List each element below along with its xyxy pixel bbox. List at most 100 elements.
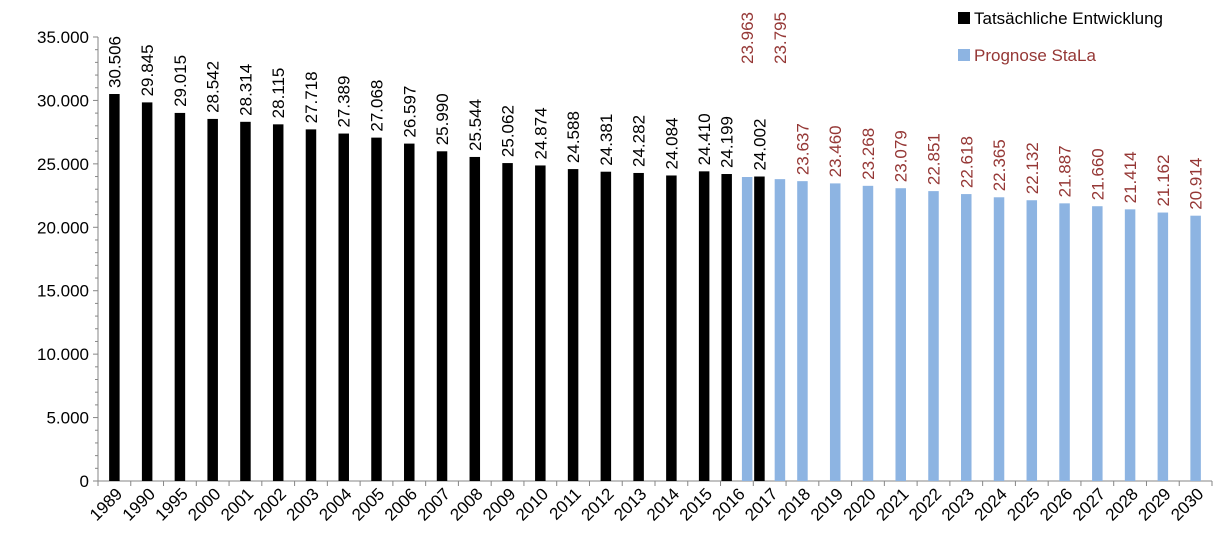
x-tick-label: 2027 [1069,484,1109,524]
x-tick-label: 2016 [709,484,749,524]
bar-forecast [895,188,906,482]
bar-actual [240,121,251,482]
bar-actual [721,174,732,481]
data-label-actual: 28.115 [269,68,288,119]
data-label-forecast: 23.079 [892,130,911,182]
bar-actual [371,137,382,481]
x-tick-label: 2015 [676,484,716,524]
x-tick-label: 2018 [774,484,814,524]
data-label-actual: 27.718 [302,71,321,123]
x-tick-label: 2017 [741,484,781,524]
bar-actual [567,169,579,481]
bar-actual [272,124,284,482]
bar-actual [754,176,765,481]
data-label-actual: 24.588 [564,111,583,163]
x-tick-label: 2026 [1036,484,1076,524]
x-tick-label: 2012 [577,484,617,524]
bar-forecast [1124,209,1136,481]
bar-forecast [1190,215,1201,481]
data-label-actual: 25.990 [433,93,452,145]
bar-actual [404,143,415,481]
bars [109,94,1201,482]
x-tick-label: 2010 [512,484,552,524]
x-tick-label: 2025 [1003,484,1043,524]
bar-actual [174,112,186,481]
bar-actual [600,171,612,481]
bar-forecast [993,197,1005,481]
data-label-forecast: 22.365 [990,139,1009,191]
bar-actual [502,163,513,482]
bar-forecast [862,185,874,481]
x-tick-label: 2013 [610,484,650,524]
data-label-forecast: 21.162 [1154,155,1173,207]
x-tick-label: 2002 [250,484,290,524]
x-tick-label: 2014 [643,484,683,524]
x-tick-label: 2011 [546,484,585,523]
data-label-actual: 29.015 [171,55,190,107]
data-label-actual: 24.084 [662,117,681,169]
x-tick-label: 2006 [381,484,421,524]
bar-actual [141,102,153,481]
legend-label-forecast: Prognose StaLa [974,46,1096,65]
bar-actual [436,151,448,481]
bar-actual [666,175,677,481]
bar-forecast [1059,203,1070,481]
x-tick-label: 2029 [1134,484,1174,524]
data-label-actual: 27.389 [335,76,354,128]
data-label-forecast: 21.660 [1088,148,1107,200]
data-label-actual: 24.199 [718,116,737,168]
x-tick-label: 2003 [283,484,323,524]
x-tick-label: 2030 [1167,484,1207,524]
y-tick-label: 10.000 [37,345,89,364]
x-tick-label: 1995 [152,484,192,524]
bar-actual [469,156,481,481]
bar-forecast [928,191,939,481]
data-label-forecast: 23.795 [771,12,790,64]
y-tick-label: 5.000 [46,409,89,428]
x-tick-label: 1989 [86,484,126,524]
data-label-actual: 25.544 [466,99,485,151]
data-label-forecast: 22.618 [957,136,976,188]
data-label-actual: 24.282 [630,115,649,167]
y-tick-label: 0 [80,472,89,491]
y-tick-label: 20.000 [37,218,89,237]
data-label-forecast: 23.963 [738,12,757,64]
data-label-actual: 26.597 [400,86,419,138]
data-label-forecast: 23.637 [793,123,812,175]
y-tick-label: 15.000 [37,282,89,301]
data-label-forecast: 22.851 [925,133,944,185]
bar-actual [305,129,317,481]
data-label-actual: 29.845 [138,44,157,96]
bar-forecast [1026,200,1038,481]
bar-actual [535,165,546,481]
bar-actual [109,94,120,482]
x-tick-label: 2004 [315,484,355,524]
x-tick-label: 2024 [971,484,1011,524]
x-tick-label: 1990 [119,484,159,524]
data-label-forecast: 22.132 [1023,142,1042,194]
legend-swatch-actual [958,12,970,24]
x-tick-label: 2001 [217,484,257,524]
bar-forecast [1092,206,1103,482]
bar-actual [207,118,218,481]
bar-actual [338,133,349,481]
x-tick-label: 2009 [479,484,519,524]
legend-label-actual: Tatsächliche Entwicklung [974,9,1163,28]
bar-forecast [797,181,808,481]
bar-actual [698,171,710,481]
x-tick-label: 2020 [840,484,880,524]
data-label-actual: 24.410 [695,113,714,165]
data-label-forecast: 23.268 [859,128,878,180]
data-label-actual: 24.874 [531,107,550,159]
y-tick-label: 25.000 [37,155,89,174]
data-label-forecast: 20.914 [1187,158,1206,210]
x-tick-label: 2008 [446,484,486,524]
data-label-actual: 25.062 [499,105,518,157]
data-label-actual: 24.381 [597,114,616,166]
data-label-forecast: 23.460 [826,125,845,177]
x-tick-label: 2000 [184,484,224,524]
bar-forecast [829,183,841,482]
bar-forecast [1157,212,1169,481]
bar-forecast [741,177,753,482]
data-label-actual: 27.068 [368,80,387,132]
